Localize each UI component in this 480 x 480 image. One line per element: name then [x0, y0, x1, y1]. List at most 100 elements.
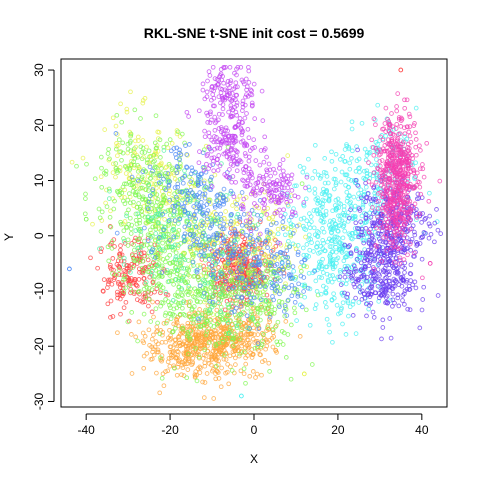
scatter-point: [396, 282, 402, 287]
scatter-point: [124, 213, 129, 219]
scatter-point: [258, 352, 263, 358]
scatter-point: [95, 265, 100, 271]
scatter-point: [125, 141, 131, 147]
scatter-point: [142, 299, 148, 305]
scatter-point: [244, 313, 250, 319]
scatter-point: [220, 102, 226, 107]
scatter-point: [175, 289, 181, 295]
scatter-point: [400, 277, 406, 283]
scatter-point: [243, 76, 249, 82]
scatter-point: [385, 300, 391, 305]
scatter-point: [146, 199, 152, 205]
scatter-point: [333, 222, 339, 227]
scatter-point: [403, 279, 409, 285]
scatter-point: [277, 271, 283, 276]
scatter-point: [226, 330, 232, 336]
scatter-point: [182, 250, 187, 256]
scatter-point: [213, 119, 219, 124]
scatter-point: [247, 211, 252, 217]
scatter-point: [147, 342, 152, 348]
scatter-point: [276, 200, 282, 206]
scatter-point: [160, 247, 166, 253]
scatter-point: [332, 176, 338, 182]
scatter-point: [372, 290, 378, 296]
scatter-point: [203, 332, 209, 338]
scatter-point: [264, 154, 269, 160]
scatter-point: [280, 267, 286, 273]
scatter-point: [202, 178, 207, 184]
scatter-point: [207, 289, 213, 295]
scatter-point: [297, 334, 303, 339]
scatter-point: [192, 218, 198, 224]
scatter-point: [187, 303, 192, 308]
scatter-point: [388, 298, 394, 303]
scatter-point: [258, 297, 264, 303]
scatter-point: [182, 208, 188, 213]
scatter-point: [166, 191, 172, 197]
scatter-point: [246, 80, 252, 85]
scatter-point: [118, 243, 123, 248]
scatter-point: [202, 128, 207, 134]
scatter-point: [405, 189, 411, 195]
scatter-point: [402, 210, 408, 216]
scatter-point: [150, 224, 156, 230]
scatter-point: [419, 256, 425, 262]
scatter-point: [221, 238, 227, 244]
scatter-point: [370, 223, 376, 229]
scatter-point: [174, 317, 179, 322]
scatter-point: [168, 336, 174, 341]
scatter-point: [216, 126, 222, 131]
scatter-point: [231, 243, 237, 249]
scatter-point: [207, 120, 213, 125]
scatter-point: [265, 323, 271, 328]
scatter-point: [107, 156, 112, 162]
scatter-point: [364, 195, 370, 201]
scatter-point: [253, 286, 259, 292]
scatter-point: [252, 332, 257, 337]
scatter-point: [264, 227, 270, 233]
scatter-point: [116, 272, 122, 277]
scatter-point: [320, 226, 325, 231]
scatter-point: [237, 217, 243, 222]
scatter-point: [322, 300, 328, 305]
scatter-point: [187, 214, 193, 220]
scatter-point: [327, 329, 332, 335]
scatter-point: [107, 265, 113, 270]
scatter-point: [194, 267, 200, 273]
scatter-point: [365, 191, 371, 196]
scatter-point: [167, 238, 173, 243]
scatter-point: [123, 285, 128, 291]
scatter-point: [109, 239, 115, 244]
scatter-point: [160, 212, 165, 217]
scatter-point: [337, 274, 343, 280]
scatter-point: [369, 252, 375, 258]
scatter-point: [118, 247, 123, 253]
scatter-point: [329, 149, 334, 155]
scatter-point: [415, 191, 421, 197]
scatter-point: [375, 102, 381, 108]
scatter-point: [186, 267, 192, 273]
scatter-point: [74, 163, 79, 169]
cluster-9: [184, 64, 310, 246]
scatter-point: [117, 296, 123, 302]
scatter-point: [245, 183, 250, 189]
scatter-point: [231, 249, 236, 254]
scatter-point: [103, 171, 109, 177]
scatter-point: [128, 89, 133, 95]
scatter-point: [105, 244, 111, 250]
scatter-point: [209, 223, 214, 228]
scatter-point: [281, 286, 287, 292]
scatter-point: [257, 310, 263, 316]
scatter-point: [408, 262, 414, 268]
scatter-point: [398, 274, 404, 280]
scatter-point: [247, 331, 253, 337]
scatter-point: [267, 263, 273, 269]
scatter-point: [97, 246, 102, 252]
scatter-point: [205, 78, 210, 84]
scatter-point: [351, 263, 357, 269]
scatter-point: [181, 273, 187, 279]
scatter-point: [220, 236, 226, 242]
scatter-point: [279, 328, 285, 334]
scatter-point: [184, 375, 190, 381]
